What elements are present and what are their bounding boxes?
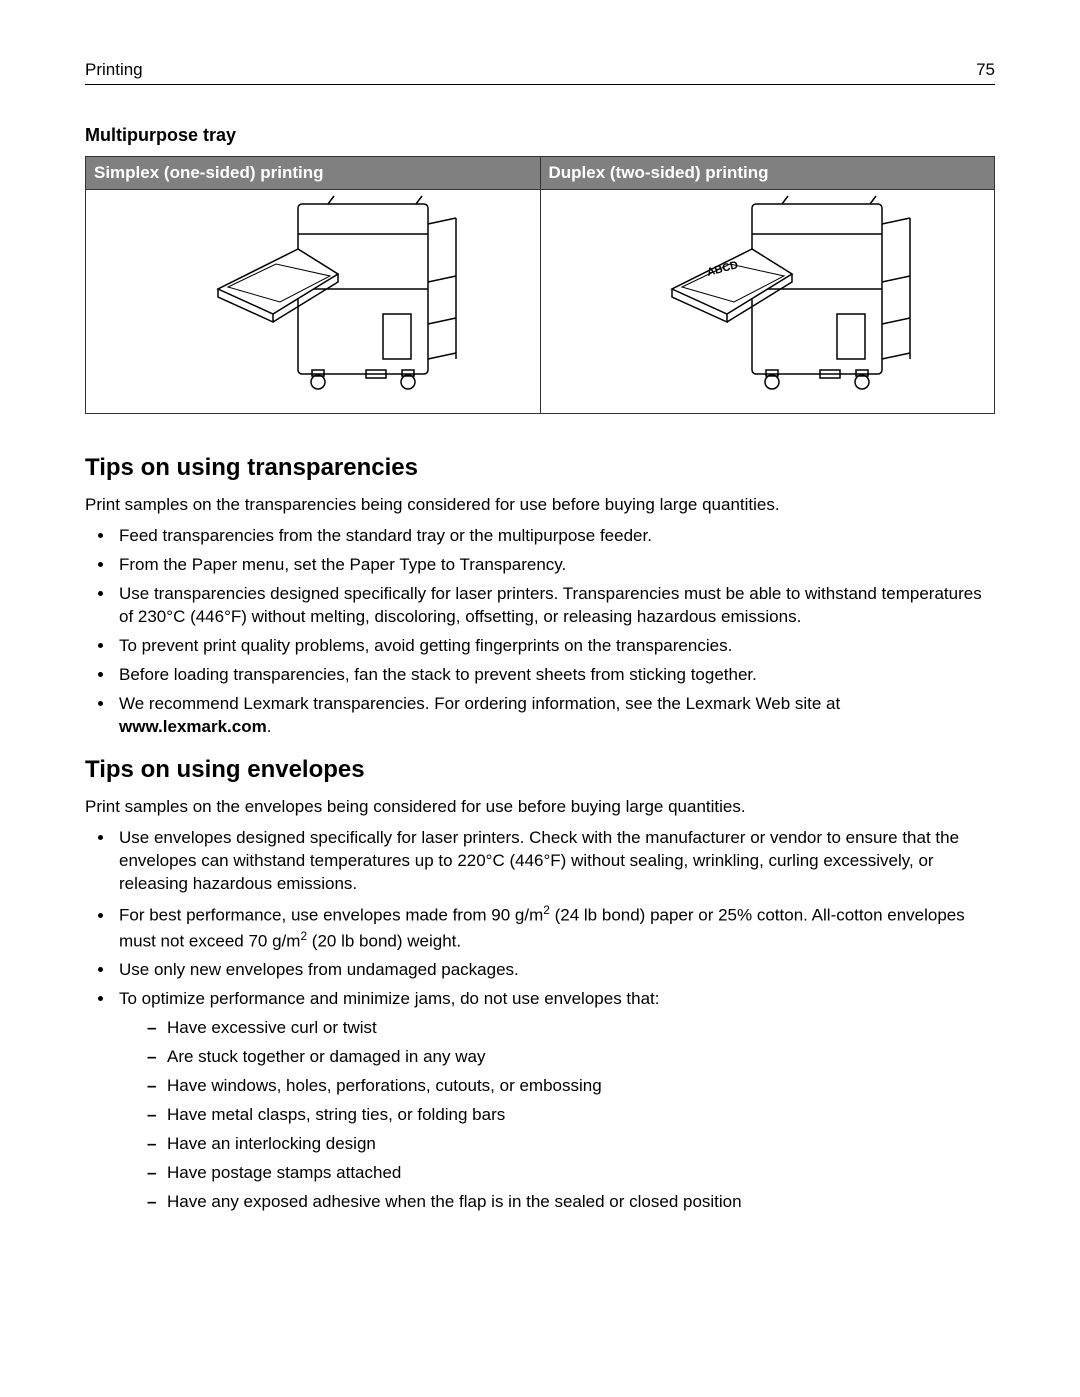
list-item: We recommend Lexmark transparencies. For… [115, 693, 995, 739]
page-header: Printing 75 [85, 60, 995, 85]
tray-col-duplex: Duplex (two-sided) printing [540, 157, 995, 190]
list-item: Before loading transparencies, fan the s… [115, 664, 995, 687]
transparencies-head: Tips on using transparencies [85, 454, 995, 482]
transparencies-intro: Print samples on the transparencies bein… [85, 494, 995, 517]
text: For best performance, use envelopes made… [119, 906, 543, 925]
superscript: 2 [543, 903, 550, 917]
envelopes-head: Tips on using envelopes [85, 756, 995, 784]
tray-subhead: Multipurpose tray [85, 125, 995, 146]
list-item: To prevent print quality problems, avoid… [115, 635, 995, 658]
envelopes-intro: Print samples on the envelopes being con… [85, 796, 995, 819]
list-item: Use envelopes designed specifically for … [115, 827, 995, 896]
printer-duplex-icon: ABCD [612, 194, 922, 404]
printer-simplex-icon: ABCD [158, 194, 468, 404]
text: To optimize performance and minimize jam… [119, 989, 660, 1008]
tray-col-simplex: Simplex (one-sided) printing [86, 157, 541, 190]
sublist-item: Are stuck together or damaged in any way [147, 1046, 995, 1069]
envelopes-sublist: Have excessive curl or twist Are stuck t… [119, 1017, 995, 1214]
text: . [267, 717, 272, 736]
tray-img-duplex: ABCD [540, 190, 995, 414]
list-item: To optimize performance and minimize jam… [115, 988, 995, 1214]
list-item: For best performance, use envelopes made… [115, 902, 995, 953]
transparencies-list: Feed transparencies from the standard tr… [85, 525, 995, 739]
list-item: Feed transparencies from the standard tr… [115, 525, 995, 548]
text: We recommend Lexmark transparencies. For… [119, 694, 840, 713]
list-item: From the Paper menu, set the Paper Type … [115, 554, 995, 577]
tray-img-simplex: ABCD [86, 190, 541, 414]
list-item: Use transparencies designed specifically… [115, 583, 995, 629]
list-item: Use only new envelopes from undamaged pa… [115, 959, 995, 982]
sublist-item: Have an interlocking design [147, 1133, 995, 1156]
sublist-item: Have windows, holes, perforations, cutou… [147, 1075, 995, 1098]
header-page-number: 75 [976, 60, 995, 80]
document-page: Printing 75 Multipurpose tray Simplex (o… [0, 0, 1080, 1280]
tray-table: Simplex (one-sided) printing Duplex (two… [85, 156, 995, 414]
sublist-item: Have postage stamps attached [147, 1162, 995, 1185]
envelopes-list: Use envelopes designed specifically for … [85, 827, 995, 1213]
sublist-item: Have excessive curl or twist [147, 1017, 995, 1040]
sublist-item: Have any exposed adhesive when the flap … [147, 1191, 995, 1214]
sublist-item: Have metal clasps, string ties, or foldi… [147, 1104, 995, 1127]
link-text: www.lexmark.com [119, 717, 267, 736]
text: (20 lb bond) weight. [307, 931, 461, 950]
header-section: Printing [85, 60, 143, 80]
